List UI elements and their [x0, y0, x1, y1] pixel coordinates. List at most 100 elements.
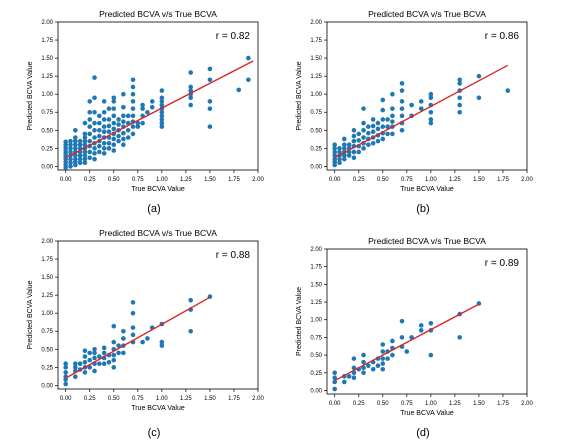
data-point [505, 88, 511, 93]
data-point [106, 359, 112, 365]
data-point [346, 142, 352, 148]
chart-title: Predicted BCVA v/s True BCVA [368, 236, 486, 246]
data-point [159, 99, 165, 104]
data-point [101, 99, 107, 104]
data-point [351, 356, 357, 361]
y-tick-label: 0.75 [41, 329, 53, 335]
data-point [145, 336, 150, 341]
data-point [101, 350, 107, 356]
data-point [361, 120, 366, 126]
data-point [82, 131, 88, 137]
y-tick-label: 1.50 [41, 56, 53, 62]
data-point [399, 106, 405, 111]
data-point [390, 113, 395, 119]
data-point [97, 127, 102, 133]
fit-line [65, 60, 254, 159]
data-point [121, 328, 126, 334]
data-point [390, 91, 395, 97]
x-tick-label: 1.00 [156, 177, 168, 183]
data-point [63, 365, 68, 370]
data-point [92, 120, 97, 126]
data-point [159, 113, 165, 119]
data-point [111, 148, 117, 153]
data-point [68, 156, 73, 162]
data-point [82, 359, 88, 365]
x-tick-label: 0.25 [353, 401, 365, 407]
x-tick-label: 1.75 [497, 401, 509, 407]
data-point [159, 120, 165, 126]
data-point [130, 91, 136, 97]
data-point [63, 361, 68, 367]
data-point [385, 124, 390, 129]
y-tick-label: 0.25 [310, 371, 322, 377]
data-point [207, 124, 213, 129]
data-point [101, 151, 107, 156]
data-point [82, 135, 88, 140]
panel-label: (b) [416, 203, 429, 215]
x-tick-label: 0.50 [108, 177, 120, 183]
data-point [87, 109, 93, 115]
data-point [380, 107, 386, 113]
data-point [390, 106, 395, 111]
data-point [409, 102, 414, 108]
data-point [116, 343, 121, 348]
data-point [106, 146, 112, 151]
data-point [130, 113, 136, 119]
data-point [125, 135, 131, 140]
data-point [111, 357, 117, 363]
data-point [73, 156, 78, 162]
data-point [370, 123, 376, 129]
data-point [116, 133, 121, 139]
data-point [476, 95, 482, 101]
data-point [399, 335, 405, 340]
data-point [418, 106, 424, 111]
data-point [106, 123, 112, 129]
data-point [375, 126, 381, 132]
data-point [375, 363, 381, 369]
x-tick-label: 0.00 [329, 401, 341, 407]
x-axis-label: True BCVA Value [131, 405, 185, 412]
y-tick-label: 0.75 [310, 110, 322, 116]
data-point [380, 136, 386, 142]
data-point [68, 160, 73, 166]
data-point [82, 156, 88, 162]
data-point [135, 120, 141, 126]
y-tick-label: 1.75 [310, 265, 322, 271]
data-point [116, 117, 121, 122]
data-point [130, 99, 136, 104]
chart-panel-3: Predicted BCVA v/s True BCVA 0.00 0.25 0.50… [27, 228, 264, 439]
data-point [332, 370, 337, 376]
data-point [380, 361, 386, 366]
data-point [390, 338, 395, 344]
data-point [77, 142, 83, 148]
data-point [457, 81, 462, 86]
data-point [370, 366, 376, 372]
data-point [63, 139, 68, 145]
data-point [92, 151, 97, 156]
panel-label: (d) [416, 427, 429, 439]
data-point [342, 136, 347, 142]
data-point [73, 374, 78, 380]
data-point [428, 320, 434, 326]
x-tick-label: 0.25 [84, 177, 96, 183]
data-point [385, 117, 390, 122]
data-point [332, 379, 337, 385]
x-tick-label: 1.25 [180, 396, 192, 402]
data-point [82, 120, 88, 126]
data-point [121, 142, 126, 148]
data-point [92, 95, 97, 101]
y-axis-label: Predicted BCVA Value [296, 61, 303, 130]
data-point [121, 336, 126, 341]
data-point [121, 136, 126, 142]
data-point [97, 354, 102, 359]
fit-line [65, 296, 211, 379]
data-point [68, 164, 73, 169]
data-point [399, 99, 405, 104]
scatter-points [332, 73, 511, 168]
data-point [130, 300, 136, 305]
y-tick-label: 0.50 [41, 347, 53, 353]
y-tick-label: 1.50 [310, 282, 322, 288]
x-tick-label: 1.75 [497, 177, 509, 183]
data-point [87, 365, 93, 370]
data-point [159, 88, 165, 93]
